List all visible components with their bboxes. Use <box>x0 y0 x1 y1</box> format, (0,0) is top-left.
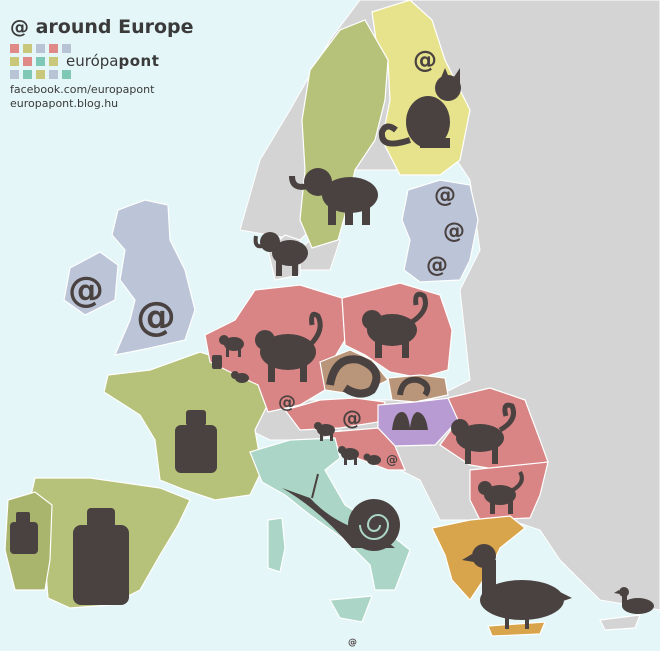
header: @ around Europe európapont facebook.com/… <box>10 16 194 111</box>
sicily <box>329 595 373 623</box>
monkey-icon <box>314 422 335 441</box>
at-icon-ireland: @ <box>68 270 104 311</box>
monkey-icon <box>363 453 381 465</box>
at-icon-switzerland: @ <box>278 392 296 413</box>
blog-link[interactable]: europapont.blog.hu <box>10 97 119 110</box>
monkey-icon <box>478 470 524 514</box>
logo-text-light: európa <box>66 52 119 70</box>
logo-square <box>23 57 32 66</box>
logo-square <box>23 70 32 79</box>
logo-square <box>10 70 19 79</box>
at-icon-latvia: @ <box>443 219 465 244</box>
uk <box>111 199 196 356</box>
snail-icon <box>282 473 400 551</box>
logo-squares-row <box>10 44 194 53</box>
europapont-logo: európapont <box>66 54 159 69</box>
facebook-link[interactable]: facebook.com/europapont <box>10 83 155 96</box>
monkey-icon <box>219 335 244 357</box>
monkey-icon <box>255 311 323 382</box>
at-icon-estonia: @ <box>434 183 456 208</box>
logo-square <box>49 57 58 66</box>
logo-squares-row <box>10 57 58 66</box>
italy <box>249 437 411 591</box>
logo-square <box>36 44 45 53</box>
monkey-icon <box>362 291 428 358</box>
at-icon-uk: @ <box>136 294 176 340</box>
at-icon-finland: @ <box>413 46 437 74</box>
rolled-herring-icon <box>397 376 431 397</box>
at-icon-croatia: @ <box>386 453 398 467</box>
duck-icon <box>614 587 654 614</box>
elephant-icon <box>289 168 378 225</box>
worm-icon <box>392 412 428 430</box>
footer-at: @ <box>348 638 357 648</box>
weight-icon <box>10 512 38 554</box>
monkey-icon <box>338 446 359 465</box>
logo-square <box>36 70 45 79</box>
logo-text-bold: pont <box>118 52 160 70</box>
cyprus <box>599 614 641 631</box>
weight-icon <box>73 508 129 605</box>
logo-square <box>10 44 19 53</box>
weight-icon <box>175 410 217 473</box>
monkey-icon <box>231 371 249 383</box>
logo-squares-row <box>10 70 194 79</box>
logo-square <box>62 70 71 79</box>
rolled-herring-icon <box>326 355 381 398</box>
ireland <box>63 251 119 316</box>
at-icon-lithuania: @ <box>426 253 448 278</box>
cat-icon <box>378 68 461 148</box>
logo-square <box>49 44 58 53</box>
logo-square <box>62 44 71 53</box>
weight-icon <box>212 355 222 369</box>
logo-row: európapont <box>10 54 194 69</box>
at-icon-austria: @ <box>342 406 362 430</box>
logo-square <box>10 57 19 66</box>
page-title: @ around Europe <box>10 16 194 38</box>
sardinia <box>267 517 286 573</box>
monkey-icon <box>451 402 516 464</box>
elephant-icon <box>253 232 308 276</box>
baltics <box>401 179 479 283</box>
logo-square <box>49 70 58 79</box>
duck-icon <box>462 544 572 629</box>
logo-square <box>23 44 32 53</box>
logo-square <box>36 57 45 66</box>
